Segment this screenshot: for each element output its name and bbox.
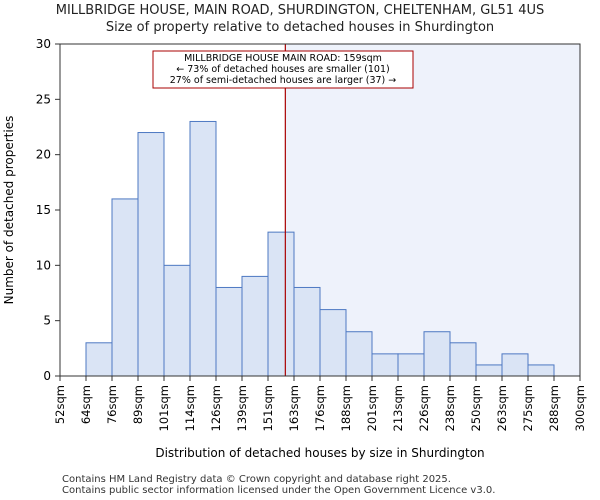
- x-axis-label: Distribution of detached houses by size …: [155, 446, 484, 460]
- annotation-line-3: 27% of semi-detached houses are larger (…: [170, 75, 397, 86]
- x-tick-label: 300sqm: [573, 385, 587, 431]
- histogram-bar: [501, 353, 529, 377]
- x-tick-label: 238sqm: [443, 385, 457, 431]
- x-tick-label: 151sqm: [261, 385, 275, 431]
- histogram-bar: [189, 120, 217, 377]
- histogram-bar: [475, 364, 503, 377]
- histogram-bar: [449, 342, 477, 377]
- histogram-bar: [319, 309, 347, 377]
- x-tick-label: 52sqm: [53, 385, 67, 424]
- footer-line-1: Contains HM Land Registry data © Crown c…: [62, 474, 451, 485]
- annotation-line-2: ← 73% of detached houses are smaller (10…: [176, 64, 389, 75]
- x-tick-label: 263sqm: [495, 385, 509, 431]
- x-tick-label: 275sqm: [521, 385, 535, 431]
- chart-subtitle: Size of property relative to detached ho…: [105, 20, 495, 35]
- y-tick-label: 30: [36, 37, 51, 51]
- x-tick-label: 163sqm: [287, 385, 301, 431]
- x-tick-label: 101sqm: [157, 385, 171, 431]
- histogram-bar: [527, 364, 555, 377]
- x-tick-label: 64sqm: [79, 385, 93, 424]
- histogram-bar: [111, 198, 139, 377]
- x-tick-label: 188sqm: [339, 385, 353, 431]
- histogram-bar: [267, 231, 295, 377]
- x-tick-label: 226sqm: [417, 385, 431, 431]
- x-tick-label: 201sqm: [365, 385, 379, 431]
- x-tick-label: 176sqm: [313, 385, 327, 431]
- histogram-bar: [215, 286, 243, 377]
- y-tick-label: 25: [36, 92, 51, 106]
- annotation-line-1: MILLBRIDGE HOUSE MAIN ROAD: 159sqm: [184, 53, 382, 64]
- histogram-bar: [293, 286, 321, 377]
- histogram-bar: [345, 331, 373, 377]
- x-tick-label: 89sqm: [131, 385, 145, 424]
- chart-title: MILLBRIDGE HOUSE, MAIN ROAD, SHURDINGTON…: [55, 3, 545, 18]
- x-tick-label: 213sqm: [391, 385, 405, 431]
- annotation-box: [152, 50, 414, 89]
- x-tick-label: 139sqm: [235, 385, 249, 431]
- histogram-bar: [85, 342, 113, 377]
- y-tick-label: 0: [43, 369, 51, 383]
- histogram-bar: [163, 264, 191, 377]
- y-tick-label: 10: [36, 258, 51, 272]
- histogram-bar: [137, 132, 165, 377]
- histogram-bar: [371, 353, 399, 377]
- x-tick-label: 76sqm: [105, 385, 119, 424]
- footer-line-2: Contains public sector information licen…: [62, 485, 496, 496]
- x-tick-label: 250sqm: [469, 385, 483, 431]
- x-tick-label: 288sqm: [547, 385, 561, 431]
- histogram-bar: [241, 275, 269, 377]
- x-tick-label: 126sqm: [209, 385, 223, 431]
- x-tick-label: 114sqm: [183, 385, 197, 431]
- y-tick-label: 15: [36, 203, 51, 217]
- marker-annotation: MILLBRIDGE HOUSE MAIN ROAD: 159sqm ← 73%…: [152, 50, 414, 89]
- histogram-bar: [423, 331, 451, 377]
- histogram-bar: [397, 353, 425, 377]
- y-axis-label: Number of detached properties: [2, 116, 16, 305]
- y-tick-label: 20: [36, 148, 51, 162]
- y-tick-label: 5: [43, 314, 51, 328]
